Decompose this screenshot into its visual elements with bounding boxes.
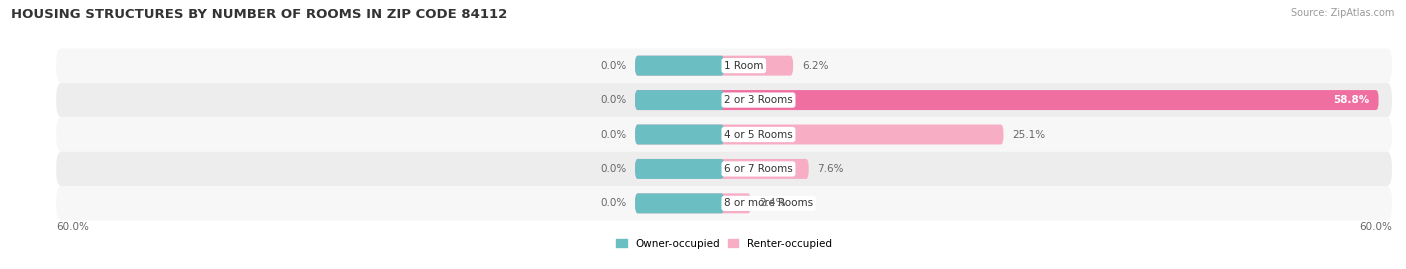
FancyBboxPatch shape — [56, 152, 1392, 186]
FancyBboxPatch shape — [56, 83, 1392, 117]
FancyBboxPatch shape — [636, 90, 1379, 110]
Text: 2 or 3 Rooms: 2 or 3 Rooms — [724, 95, 793, 105]
Legend: Owner-occupied, Renter-occupied: Owner-occupied, Renter-occupied — [612, 235, 837, 253]
Text: 0.0%: 0.0% — [600, 129, 626, 140]
Text: Source: ZipAtlas.com: Source: ZipAtlas.com — [1291, 8, 1395, 18]
Text: 6 or 7 Rooms: 6 or 7 Rooms — [724, 164, 793, 174]
FancyBboxPatch shape — [636, 56, 724, 76]
Text: 7.6%: 7.6% — [818, 164, 844, 174]
Text: HOUSING STRUCTURES BY NUMBER OF ROOMS IN ZIP CODE 84112: HOUSING STRUCTURES BY NUMBER OF ROOMS IN… — [11, 8, 508, 21]
FancyBboxPatch shape — [636, 159, 724, 179]
FancyBboxPatch shape — [56, 117, 1392, 152]
FancyBboxPatch shape — [56, 186, 1392, 221]
Text: 8 or more Rooms: 8 or more Rooms — [724, 198, 813, 208]
Text: 25.1%: 25.1% — [1012, 129, 1046, 140]
Text: 0.0%: 0.0% — [600, 164, 626, 174]
Text: 58.8%: 58.8% — [1333, 95, 1369, 105]
Text: 4 or 5 Rooms: 4 or 5 Rooms — [724, 129, 793, 140]
Text: 1 Room: 1 Room — [724, 61, 763, 71]
FancyBboxPatch shape — [636, 125, 1004, 144]
FancyBboxPatch shape — [636, 56, 793, 76]
FancyBboxPatch shape — [636, 159, 808, 179]
FancyBboxPatch shape — [636, 193, 751, 213]
Text: 60.0%: 60.0% — [1360, 222, 1392, 232]
FancyBboxPatch shape — [636, 125, 724, 144]
Text: 6.2%: 6.2% — [801, 61, 828, 71]
Text: 2.4%: 2.4% — [759, 198, 786, 208]
FancyBboxPatch shape — [636, 193, 724, 213]
FancyBboxPatch shape — [56, 48, 1392, 83]
Text: 60.0%: 60.0% — [56, 222, 89, 232]
Text: 0.0%: 0.0% — [600, 95, 626, 105]
Text: 0.0%: 0.0% — [600, 61, 626, 71]
Text: 0.0%: 0.0% — [600, 198, 626, 208]
FancyBboxPatch shape — [636, 90, 724, 110]
